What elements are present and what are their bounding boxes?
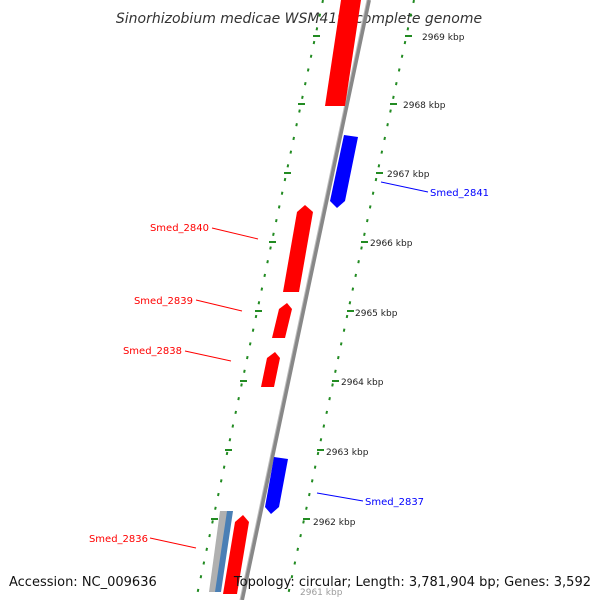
- gene-arrow-smed-2838[interactable]: [261, 352, 280, 387]
- accession-text: Accession: NC_009636: [9, 575, 157, 590]
- kbp-label: 2964 kbp: [341, 378, 384, 388]
- gene-arrow-smed-2839[interactable]: [272, 303, 292, 338]
- gene-arrow-smed-2841[interactable]: [330, 135, 358, 208]
- major-ticks-left: [211, 35, 320, 520]
- kbp-label: 2965 kbp: [355, 309, 398, 319]
- gene-arrow-smed-2836[interactable]: [223, 515, 249, 594]
- gene-label-smed-2840[interactable]: Smed_2840: [150, 223, 209, 234]
- kbp-label: 2963 kbp: [326, 448, 369, 458]
- map-title: Sinorhizobium medicae WSM419, complete g…: [116, 11, 482, 27]
- gene-arrow-smed-2837[interactable]: [265, 457, 288, 514]
- gene-label-smed-2839[interactable]: Smed_2839: [134, 296, 193, 307]
- gene-arrow-forward[interactable]: [325, 0, 361, 106]
- genome-summary-text: Topology: circular; Length: 3,781,904 bp…: [233, 575, 591, 590]
- kbp-label: 2968 kbp: [403, 101, 446, 111]
- gene-arrow-smed-2840[interactable]: [283, 205, 313, 292]
- genome-backbone: [240, 0, 371, 600]
- gene-label-smed-2836[interactable]: Smed_2836: [89, 534, 148, 545]
- rna-feature-blue[interactable]: [215, 511, 233, 592]
- gene-label-smed-2837[interactable]: Smed_2837: [365, 497, 424, 508]
- kbp-label: 2962 kbp: [313, 518, 356, 528]
- gene-leader-lines: [149, 181, 429, 549]
- kbp-label: 2967 kbp: [387, 170, 430, 180]
- rna-feature-gray[interactable]: [209, 511, 228, 592]
- kbp-label: 2966 kbp: [370, 239, 413, 249]
- major-ticks-right: [303, 35, 412, 520]
- gene-label-smed-2838[interactable]: Smed_2838: [123, 346, 182, 357]
- genome-backbone-highlight: [239, 0, 368, 600]
- kbp-label: 2961 kbp: [300, 588, 343, 598]
- gene-label-smed-2841[interactable]: Smed_2841: [430, 188, 489, 199]
- kbp-label: 2969 kbp: [422, 33, 465, 43]
